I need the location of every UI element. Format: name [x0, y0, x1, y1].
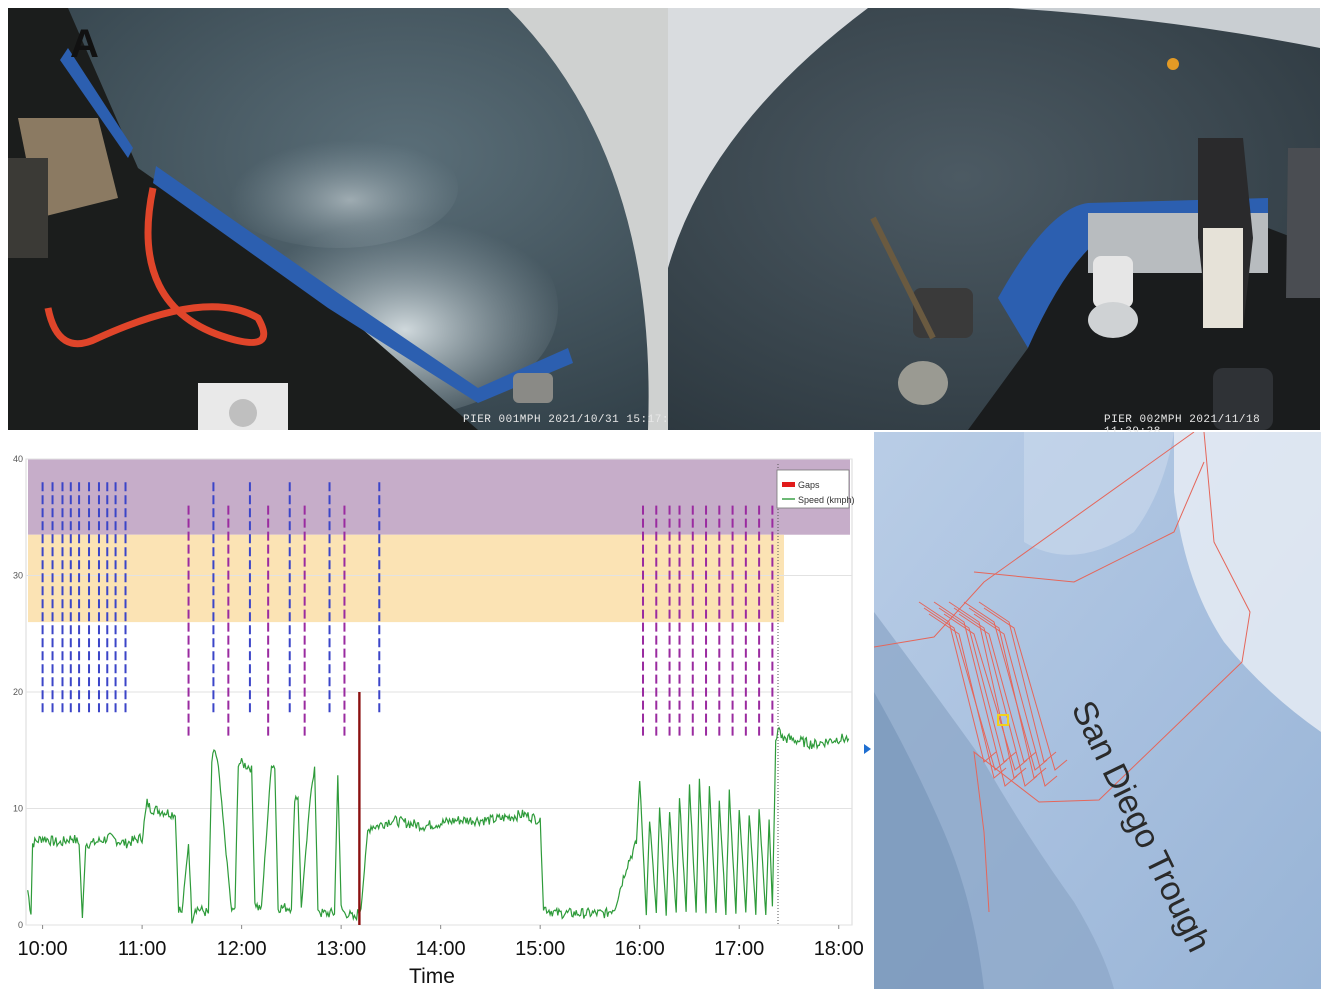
- legend-label-gaps: Gaps: [798, 480, 820, 490]
- y-tick-label: 40: [13, 454, 23, 464]
- track-segment: [973, 613, 1058, 787]
- y-tick-label: 0: [18, 920, 23, 930]
- legend-swatch-gaps: [782, 482, 795, 487]
- x-tick-label: 16:00: [615, 938, 665, 960]
- track-segment: [928, 613, 1007, 779]
- bathymetry-map: [874, 432, 1321, 989]
- legend-label-speed: Speed (kmph): [798, 495, 855, 505]
- fishing-track-cluster: [918, 601, 1068, 787]
- x-tick-label: 15:00: [515, 938, 565, 960]
- track-segment: [933, 601, 1018, 787]
- speed-chart: 0 10 20 30 40 10:00 11:00 12:00 13:00 14:00 15:00…: [13, 454, 871, 988]
- track-segment: [943, 613, 1028, 771]
- x-tick-label: 17:00: [714, 938, 764, 960]
- focus-box: [997, 714, 1009, 726]
- speed-chart-panel: 0 10 20 30 40 10:00 11:00 12:00 13:00 14:00 15:00…: [0, 432, 872, 989]
- x-tick-label: 18:00: [814, 938, 864, 960]
- range-band: [28, 459, 850, 535]
- chart-legend: Gaps Speed (kmph): [776, 469, 855, 509]
- y-tick-label: 20: [13, 687, 23, 697]
- panel-label: A: [70, 22, 99, 66]
- y-tick-label: 10: [13, 804, 23, 814]
- camera-photo-stern: A: [8, 8, 668, 430]
- track-segment: [953, 607, 1038, 787]
- x-tick-label: 12:00: [217, 938, 267, 960]
- track-segment: [948, 601, 1027, 779]
- speed-series-line: [27, 726, 850, 924]
- x-tick-label: 13:00: [316, 938, 366, 960]
- x-tick-label: 10:00: [18, 938, 68, 960]
- photo-timestamp-1: PIER 001MPH 2021/10/31 15:17:18: [463, 414, 684, 426]
- camera-photo-stern-drawing: [8, 8, 668, 430]
- track-segment: [918, 601, 997, 763]
- track-segment: [983, 607, 1068, 771]
- camera-photo-deck-drawing: [668, 8, 1320, 430]
- camera-photo-deck: [668, 8, 1320, 430]
- x-axis-label: Time: [409, 965, 455, 988]
- x-tick-label: 14:00: [416, 938, 466, 960]
- legend-box: [776, 469, 850, 509]
- track-segment: [978, 601, 1057, 763]
- panel-tab-icon: [864, 744, 871, 754]
- range-band: [28, 534, 784, 623]
- track-segment: [938, 607, 1017, 763]
- y-tick-label: 30: [13, 571, 23, 581]
- vessel-track: [874, 432, 1251, 913]
- map-panel: [874, 432, 1321, 989]
- track-segment: [958, 613, 1037, 763]
- track-segment: [968, 607, 1047, 779]
- x-tick-label: 11:00: [118, 938, 167, 960]
